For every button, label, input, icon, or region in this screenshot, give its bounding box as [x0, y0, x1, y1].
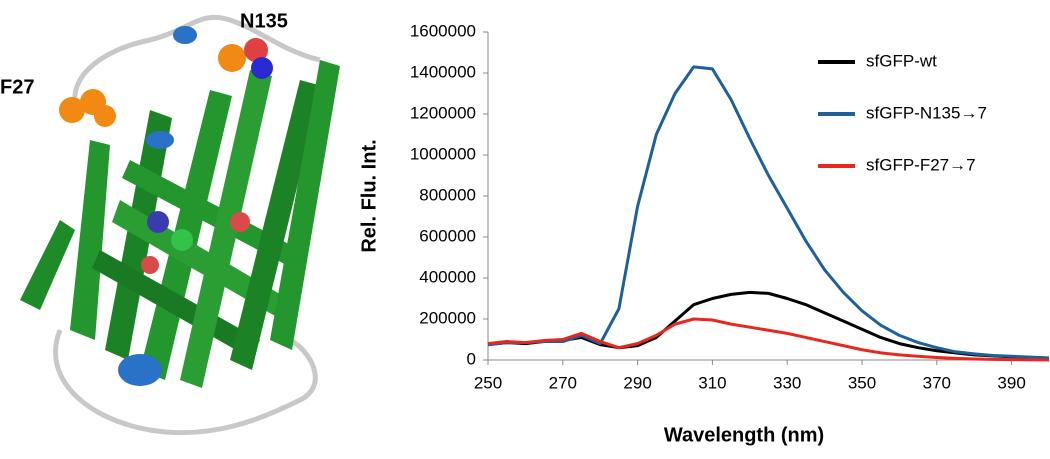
y-tick-label: 1000000 [410, 144, 476, 163]
y-axis-label: Rel. Flu. Int. [358, 139, 380, 252]
y-tick-label: 1400000 [410, 62, 476, 81]
y-tick-label: 0 [467, 349, 476, 368]
x-tick-label: 350 [848, 373, 876, 392]
x-tick-label: 270 [549, 373, 577, 392]
series-line [487, 290, 1050, 360]
legend-label: sfGFP-F27→7 [866, 155, 976, 174]
x-axis-label: Wavelength (nm) [664, 424, 824, 446]
x-tick-label: 250 [474, 373, 502, 392]
x-tick-label: 390 [997, 373, 1025, 392]
y-tick-label: 800000 [419, 185, 476, 204]
residue-label: N135 [240, 10, 288, 32]
legend-label: sfGFP-wt [866, 51, 937, 70]
legend-label: sfGFP-N135→7 [866, 103, 987, 122]
y-tick-label: 200000 [419, 308, 476, 327]
protein-structure: F27 N135 [0, 10, 340, 436]
y-tick-label: 400000 [419, 267, 476, 286]
residue-label: F27 [0, 76, 34, 98]
chart: Rel. Flu. Int. Wavelength (nm) 0 200000 40… [358, 21, 1050, 446]
x-tick-label: 330 [773, 373, 801, 392]
y-tick-label: 1600000 [410, 21, 476, 40]
y-tick-label: 1200000 [410, 103, 476, 122]
series-line [487, 317, 1050, 362]
y-tick-label: 600000 [419, 226, 476, 245]
x-tick-label: 310 [698, 373, 726, 392]
x-tick-label: 370 [923, 373, 951, 392]
series-line [487, 65, 1050, 360]
x-tick-label: 290 [623, 373, 651, 392]
